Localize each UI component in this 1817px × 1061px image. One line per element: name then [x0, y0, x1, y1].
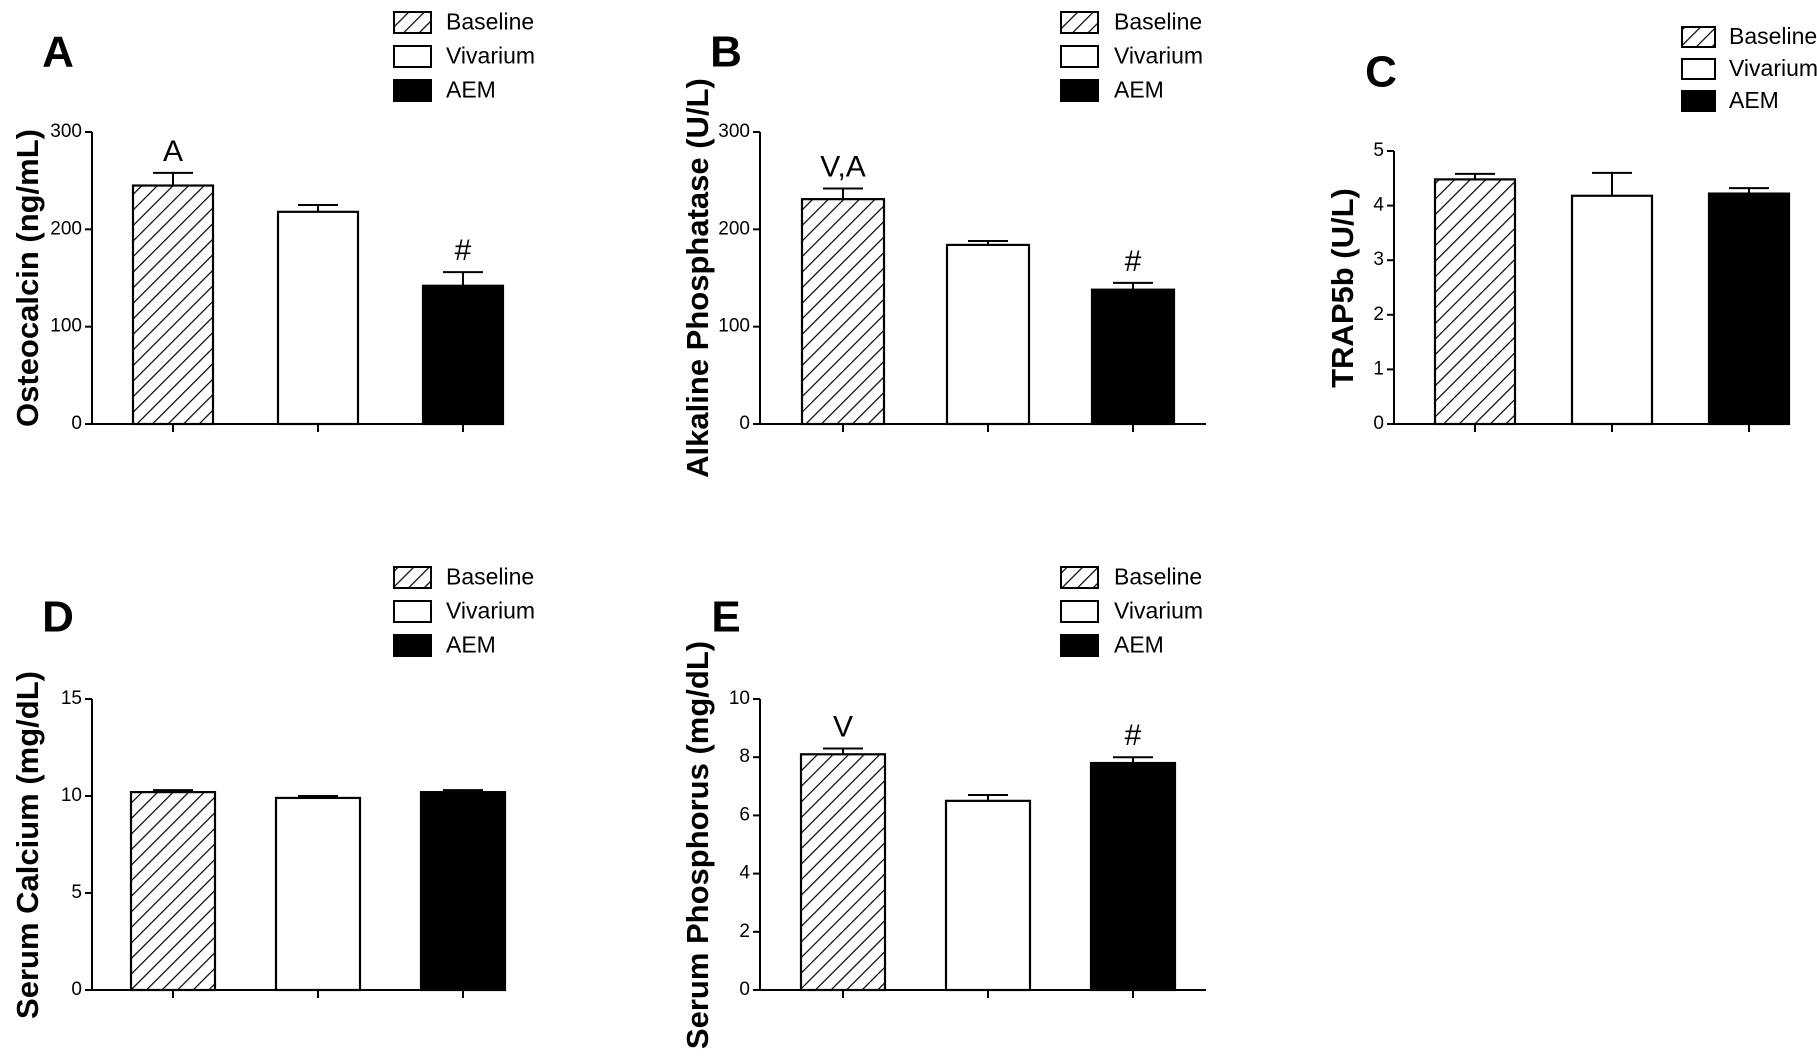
y-tick-label-a-100: 100: [50, 316, 82, 337]
panel-d: D Serum Calcium (mg/dL) 0 5 10 15 Baseline Viva…: [10, 564, 535, 1019]
y-tick-label-d-10: 10: [61, 785, 82, 806]
y-tick-label-c-1: 1: [1373, 358, 1384, 379]
bar-a-baseline: [131, 184, 215, 426]
legend-label-e-vivarium: Vivarium: [1114, 598, 1203, 624]
panel-letter-c: C: [1365, 48, 1397, 97]
legend-label-b-baseline: Baseline: [1114, 9, 1202, 35]
annotation-e-aem: #: [1125, 719, 1142, 752]
legend-swatch-a-aem: [393, 79, 432, 102]
bar-c-vivarium: [1570, 194, 1654, 426]
legend-swatch-a-vivarium: [393, 45, 432, 68]
y-tick-label-c-4: 4: [1373, 195, 1384, 216]
annotation-b-aem: #: [1125, 245, 1142, 278]
y-tick-label-a-200: 200: [50, 218, 82, 239]
y-tick-label-b-300: 300: [718, 121, 750, 142]
bar-a-vivarium: [276, 210, 360, 426]
y-tick-label-a-300: 300: [50, 121, 82, 142]
y-tick-label-d-5: 5: [71, 882, 82, 903]
y-tick-label-e-4: 4: [739, 863, 750, 884]
legend-swatch-e-baseline: [1060, 566, 1099, 589]
y-tick-label-d-0: 0: [71, 979, 82, 1000]
legend-label-a-vivarium: Vivarium: [446, 43, 535, 69]
y-tick-label-c-0: 0: [1373, 413, 1384, 434]
annotation-a-baseline: A: [163, 135, 183, 168]
bar-b-baseline: [800, 198, 886, 426]
y-tick-label-e-2: 2: [739, 921, 750, 942]
legend-swatch-d-vivarium: [393, 600, 432, 623]
legend-swatch-c-baseline: [1681, 26, 1716, 48]
bar-c-aem: [1707, 192, 1791, 426]
legend-b: Baseline Vivarium AEM: [1060, 9, 1203, 103]
panel-letter-d: D: [42, 593, 74, 642]
panel-letter-a: A: [42, 28, 74, 77]
legend-label-a-aem: AEM: [446, 77, 496, 103]
legend-swatch-d-baseline: [393, 566, 432, 589]
legend-swatch-d-aem: [393, 634, 432, 657]
bar-e-vivarium: [944, 799, 1032, 992]
annotation-a-aem: #: [455, 234, 472, 267]
legend-label-d-aem: AEM: [446, 632, 496, 658]
bar-d-baseline: [129, 791, 217, 992]
y-tick-label-c-2: 2: [1373, 304, 1384, 325]
legend-label-c-aem: AEM: [1729, 87, 1779, 113]
legend-swatch-b-baseline: [1060, 11, 1099, 34]
annotation-e-baseline: V: [833, 710, 853, 743]
legend-c: Baseline Vivarium AEM: [1681, 23, 1817, 113]
bar-b-aem: [1090, 288, 1176, 426]
bar-d-aem: [419, 791, 507, 992]
panel-letter-e: E: [711, 593, 740, 642]
y-tick-label-e-10: 10: [729, 688, 750, 709]
y-tick-label-b-200: 200: [718, 218, 750, 239]
legend-label-e-baseline: Baseline: [1114, 564, 1202, 590]
legend-swatch-e-aem: [1060, 634, 1099, 657]
legend-label-e-aem: AEM: [1114, 632, 1164, 658]
legend-label-d-baseline: Baseline: [446, 564, 534, 590]
legend-label-c-vivarium: Vivarium: [1729, 55, 1817, 81]
y-tick-label-c-5: 5: [1373, 140, 1384, 161]
y-tick-label-c-3: 3: [1373, 249, 1384, 270]
y-axis-label-b: Alkaline Phosphatase (U/L): [680, 78, 715, 478]
y-axis-label-c: TRAP5b (U/L): [1325, 188, 1360, 388]
y-axis-label-e: Serum Phosphorus (mg/dL): [680, 641, 715, 1049]
legend-swatch-b-aem: [1060, 79, 1099, 102]
y-tick-label-e-8: 8: [739, 746, 750, 767]
y-axis-label-d: Serum Calcium (mg/dL): [10, 671, 45, 1019]
panel-a: A Osteocalcin (ng/mL) 0 100 200 300 A # Baseline…: [10, 9, 535, 434]
y-tick-label-d-15: 15: [61, 688, 82, 709]
y-tick-label-a-0: 0: [71, 413, 82, 434]
legend-swatch-c-vivarium: [1681, 58, 1716, 80]
bar-e-aem: [1089, 761, 1177, 992]
panel-c: C TRAP5b (U/L) 0 1 2 3 4 5 Baseline Vivarium AEM: [1325, 23, 1817, 434]
y-tick-label-e-0: 0: [739, 979, 750, 1000]
bar-d-vivarium: [274, 796, 362, 992]
legend-label-c-baseline: Baseline: [1729, 23, 1817, 49]
legend-d: Baseline Vivarium AEM: [393, 564, 535, 658]
legend-label-d-vivarium: Vivarium: [446, 598, 535, 624]
legend-e: Baseline Vivarium AEM: [1060, 564, 1203, 658]
y-axis-label-a: Osteocalcin (ng/mL): [10, 129, 45, 427]
legend-swatch-c-aem: [1681, 90, 1716, 112]
legend-a: Baseline Vivarium AEM: [393, 9, 535, 103]
bar-e-baseline: [799, 753, 887, 992]
legend-swatch-b-vivarium: [1060, 45, 1099, 68]
legend-swatch-e-vivarium: [1060, 600, 1099, 623]
legend-label-a-baseline: Baseline: [446, 9, 534, 35]
y-tick-label-e-6: 6: [739, 804, 750, 825]
y-tick-label-b-0: 0: [739, 413, 750, 434]
panel-letter-b: B: [710, 28, 742, 77]
legend-label-b-aem: AEM: [1114, 77, 1164, 103]
bar-b-vivarium: [945, 243, 1031, 426]
bar-a-aem: [421, 284, 505, 426]
y-tick-label-b-100: 100: [718, 316, 750, 337]
legend-label-b-vivarium: Vivarium: [1114, 43, 1203, 69]
bar-c-baseline: [1433, 178, 1517, 426]
annotation-b-baseline: V,A: [820, 150, 866, 183]
legend-swatch-a-baseline: [393, 11, 432, 34]
